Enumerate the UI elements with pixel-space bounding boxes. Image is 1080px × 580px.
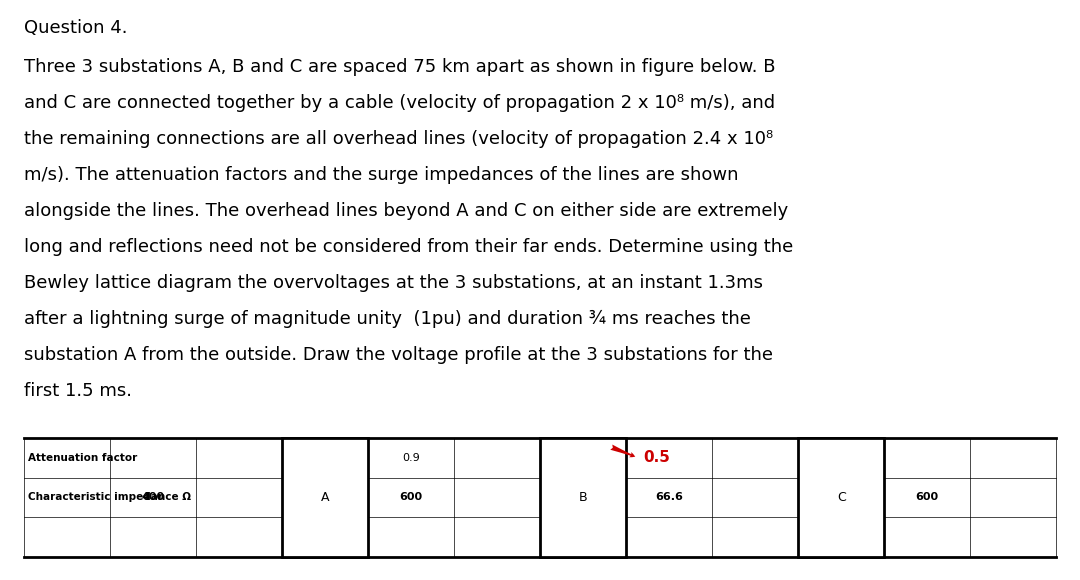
Text: and C are connected together by a cable (velocity of propagation 2 x 10⁸ m/s), a: and C are connected together by a cable … bbox=[24, 94, 774, 112]
Text: substation A from the outside. Draw the voltage profile at the 3 substations for: substation A from the outside. Draw the … bbox=[24, 346, 773, 364]
Text: long and reflections need not be considered from their far ends. Determine using: long and reflections need not be conside… bbox=[24, 238, 793, 256]
Text: 66.6: 66.6 bbox=[656, 492, 683, 502]
Text: Bewley lattice diagram the overvoltages at the 3 substations, at an instant 1.3m: Bewley lattice diagram the overvoltages … bbox=[24, 274, 762, 292]
Bar bbox=[798, 438, 885, 557]
Text: B: B bbox=[579, 491, 588, 504]
Text: C: C bbox=[837, 491, 846, 504]
Text: Question 4.: Question 4. bbox=[24, 19, 127, 37]
Text: the remaining connections are all overhead lines (velocity of propagation 2.4 x : the remaining connections are all overhe… bbox=[24, 130, 773, 148]
Text: 0.5: 0.5 bbox=[644, 450, 670, 465]
Text: 600: 600 bbox=[400, 492, 422, 502]
Text: A: A bbox=[321, 491, 329, 504]
Text: Attenuation factor: Attenuation factor bbox=[28, 453, 137, 463]
Text: alongside the lines. The overhead lines beyond A and C on either side are extrem: alongside the lines. The overhead lines … bbox=[24, 202, 788, 220]
Bar bbox=[540, 438, 626, 557]
Bar bbox=[282, 438, 368, 557]
Text: 400: 400 bbox=[141, 492, 164, 502]
Text: 600: 600 bbox=[916, 492, 939, 502]
Text: m/s). The attenuation factors and the surge impedances of the lines are shown: m/s). The attenuation factors and the su… bbox=[24, 166, 739, 184]
Text: Characteristic impedance Ω: Characteristic impedance Ω bbox=[28, 492, 191, 502]
Text: first 1.5 ms.: first 1.5 ms. bbox=[24, 382, 132, 400]
Text: Three 3 substations A, B and C are spaced 75 km apart as shown in figure below. : Three 3 substations A, B and C are space… bbox=[24, 58, 775, 76]
Text: after a lightning surge of magnitude unity  (1pu) and duration ¾ ms reaches the: after a lightning surge of magnitude uni… bbox=[24, 310, 751, 328]
Text: 0.9: 0.9 bbox=[402, 453, 420, 463]
